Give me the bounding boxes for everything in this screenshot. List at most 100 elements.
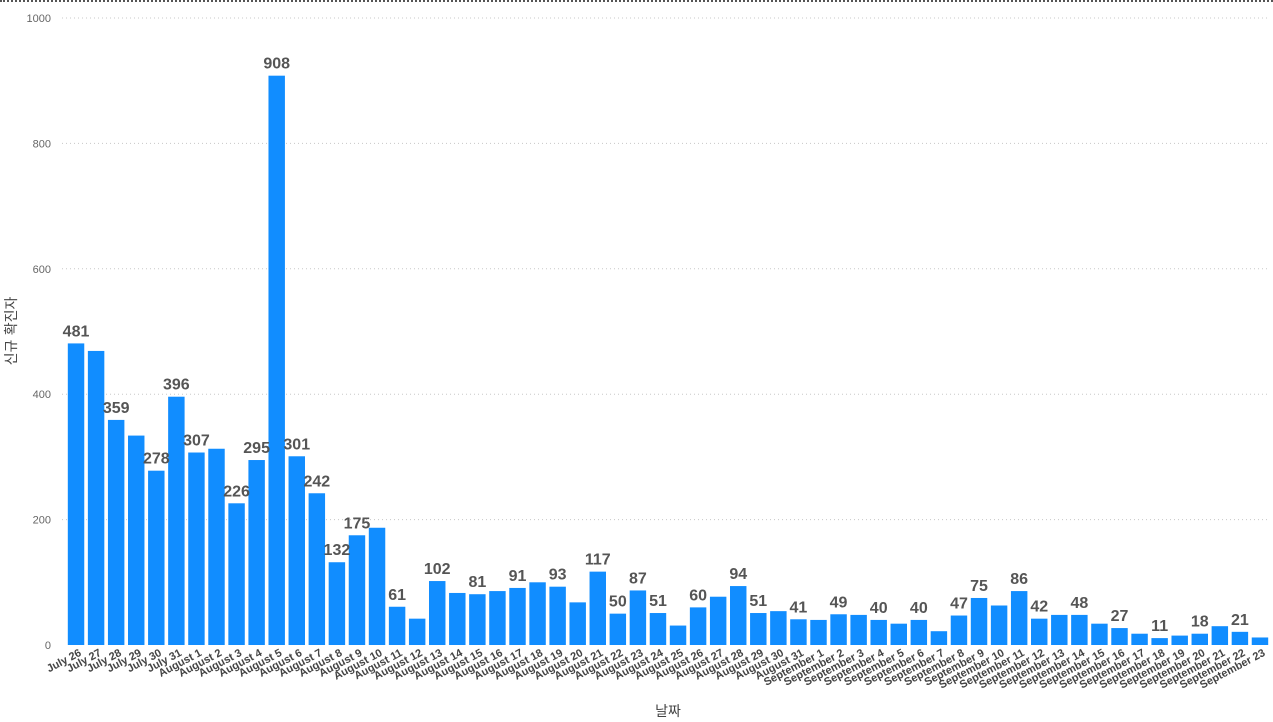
data-label: 47 <box>950 596 968 613</box>
bar <box>248 460 265 645</box>
data-label: 41 <box>790 599 808 616</box>
data-label: 359 <box>103 400 130 417</box>
bar <box>1071 614 1088 645</box>
bar <box>429 581 446 645</box>
bar <box>67 343 85 645</box>
bar <box>770 611 787 645</box>
data-label: 50 <box>609 594 627 611</box>
data-label: 40 <box>910 600 928 617</box>
bar <box>689 607 707 645</box>
data-label: 396 <box>163 377 190 394</box>
data-label: 61 <box>388 587 406 604</box>
data-label: 908 <box>263 56 290 73</box>
bar <box>1191 633 1208 645</box>
bar <box>569 602 586 645</box>
data-labels: 481 359 278 396 307 226 295 908 301 242 132 175 61 10… <box>63 56 1249 635</box>
bar <box>750 613 767 645</box>
data-label: 94 <box>729 566 747 583</box>
data-label: 86 <box>1010 571 1028 588</box>
bar <box>1031 618 1048 645</box>
gridlines <box>62 17 1270 521</box>
data-label: 75 <box>970 578 988 595</box>
data-label: 301 <box>283 436 310 453</box>
data-label: 102 <box>424 561 451 578</box>
bar <box>609 613 627 645</box>
bar <box>1131 633 1148 645</box>
bar <box>589 571 606 645</box>
data-label: 307 <box>183 433 210 450</box>
bar <box>328 562 346 645</box>
y-tick-label: 0 <box>45 640 51 652</box>
bar <box>128 435 145 645</box>
bar <box>388 606 406 645</box>
bar <box>188 452 205 645</box>
bar <box>1091 623 1108 645</box>
y-axis-ticks: 0 200 400 600 800 1000 <box>27 13 51 652</box>
bar <box>469 594 486 645</box>
bars <box>67 75 1269 645</box>
data-label: 132 <box>324 542 351 559</box>
bar <box>709 596 727 645</box>
bar <box>1111 628 1128 645</box>
data-label: 226 <box>223 483 250 500</box>
bar <box>950 615 968 645</box>
bar <box>87 350 105 645</box>
bar <box>910 619 928 645</box>
bar <box>649 613 667 645</box>
bar <box>449 592 466 645</box>
y-tick-label: 200 <box>33 515 51 527</box>
bar <box>1231 631 1249 645</box>
bar <box>629 590 647 645</box>
data-label: 242 <box>303 473 330 490</box>
bar <box>348 535 366 645</box>
bar <box>368 527 386 645</box>
data-label: 117 <box>585 552 611 569</box>
bar <box>1251 637 1269 645</box>
bar <box>930 631 948 645</box>
bar <box>408 618 426 645</box>
data-label: 175 <box>344 515 371 532</box>
data-label: 481 <box>63 323 90 340</box>
y-axis-title: 신규 확진자 <box>4 296 20 365</box>
y-tick-label: 400 <box>33 389 51 401</box>
data-label: 48 <box>1070 595 1088 612</box>
bar <box>208 448 225 645</box>
bar <box>730 586 747 645</box>
bar <box>1010 591 1028 645</box>
x-axis-title: 날짜 <box>655 704 681 720</box>
data-label: 81 <box>468 574 486 591</box>
data-label: 51 <box>649 593 667 610</box>
data-label: 27 <box>1111 608 1129 625</box>
bar <box>268 75 285 645</box>
bar <box>489 591 506 645</box>
bar <box>970 597 988 645</box>
data-label: 295 <box>243 440 270 457</box>
data-label: 93 <box>549 567 567 584</box>
data-label: 11 <box>1151 618 1168 635</box>
bar <box>870 619 887 645</box>
bar <box>308 493 326 645</box>
bar <box>810 619 827 645</box>
data-label: 21 <box>1231 612 1249 629</box>
bar <box>669 625 687 645</box>
y-tick-label: 800 <box>33 138 51 150</box>
bar <box>890 623 907 645</box>
bar <box>509 587 526 645</box>
bar <box>830 614 847 645</box>
bar <box>1211 626 1229 645</box>
bar <box>549 586 566 645</box>
bar <box>790 619 807 645</box>
bar <box>288 456 305 645</box>
bar <box>1051 614 1068 645</box>
bar <box>148 470 165 645</box>
top-dotted-border <box>0 0 1273 2</box>
bar <box>529 582 546 645</box>
data-label: 18 <box>1191 614 1209 631</box>
data-label: 51 <box>749 593 767 610</box>
bar <box>1171 635 1188 645</box>
data-label: 60 <box>689 587 707 604</box>
data-label: 40 <box>870 600 888 617</box>
bar <box>990 605 1008 645</box>
bar <box>228 503 245 645</box>
